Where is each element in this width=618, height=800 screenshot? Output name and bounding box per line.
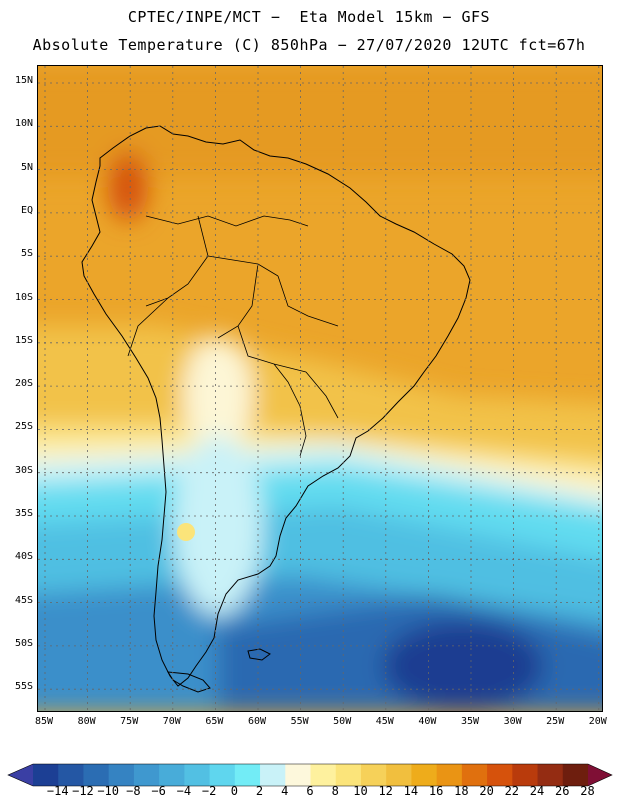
color-bar-label: −6	[151, 784, 166, 798]
color-bar-swatch	[487, 764, 513, 786]
lon-label: 65W	[205, 716, 224, 727]
color-bar-swatch	[512, 764, 539, 786]
color-bar-swatch	[159, 764, 185, 786]
color-bar-label: 4	[281, 784, 289, 798]
color-bar-swatch	[386, 764, 412, 786]
lat-label: 30S	[14, 464, 33, 476]
color-bar-swatch	[360, 764, 387, 786]
lat-label: 5S	[20, 248, 33, 260]
lon-label: 35W	[460, 716, 480, 727]
color-bar-swatch	[335, 764, 362, 786]
color-bar-swatch	[461, 764, 488, 786]
lon-label: 30W	[503, 716, 522, 727]
temperature-map	[37, 65, 603, 712]
lat-label: 55S	[14, 681, 33, 693]
lat-label: 25S	[14, 421, 33, 433]
lat-label: 35S	[14, 508, 33, 519]
lat-label: EQ	[20, 204, 33, 216]
color-bar-swatch	[83, 764, 110, 786]
color-bar-label: −2	[201, 784, 217, 798]
lat-label: 5N	[20, 161, 33, 173]
color-bar-label: 12	[378, 784, 393, 798]
lon-label: 25W	[546, 716, 565, 727]
lat-label: 10N	[14, 118, 33, 130]
cold-core	[383, 621, 543, 711]
color-bar-swatch	[33, 764, 59, 786]
lon-label: 45W	[375, 716, 394, 727]
color-bar-swatch	[562, 764, 589, 786]
color-bar	[7, 763, 613, 787]
color-bar-label: 22	[504, 784, 520, 798]
lat-label: 40S	[14, 551, 33, 563]
south-america-outline	[81, 125, 471, 687]
andes-cool	[173, 436, 263, 616]
lat-label: 45S	[14, 594, 33, 606]
color-bar-label: 8	[331, 784, 339, 798]
color-bar-label: 0	[230, 784, 238, 798]
chart-title-line-1: CPTEC/INPE/MCT − Eta Model 15km − GFS	[127, 8, 491, 26]
color-bar-label: 20	[479, 784, 494, 798]
andes-hot	[108, 151, 148, 221]
color-bar-label: 10	[353, 784, 368, 798]
color-bar-label: −10	[97, 784, 120, 798]
lat-lon-grid	[38, 66, 602, 711]
temperature-field	[38, 66, 602, 711]
color-bar-swatch	[234, 764, 261, 786]
color-bar-swatch	[133, 764, 160, 786]
color-bar-outline	[7, 763, 613, 787]
lon-label: 80W	[77, 716, 96, 727]
color-bar-label: 6	[306, 784, 314, 798]
lon-label: 50W	[333, 716, 352, 727]
color-bar-swatch	[260, 764, 286, 786]
color-bar-high-arrow	[588, 764, 612, 786]
lon-label: 20W	[588, 716, 607, 727]
color-bar-swatch	[285, 764, 311, 786]
color-bar-swatch	[436, 764, 463, 786]
color-bar-label: 24	[529, 784, 545, 798]
lat-label: 50S	[14, 637, 33, 649]
lat-label: 15S	[14, 334, 33, 346]
lon-label: 85W	[34, 716, 54, 727]
color-bar-label: −4	[176, 784, 192, 798]
color-bar-swatch	[411, 764, 438, 786]
color-bar-swatch	[108, 764, 135, 786]
color-bar-label: 26	[555, 784, 570, 798]
color-bar-label: 14	[403, 784, 419, 798]
map-canvas	[38, 66, 602, 711]
color-bar-label: 28	[580, 784, 595, 798]
color-bar-label: −14	[46, 784, 69, 798]
lat-label: 10S	[14, 291, 33, 303]
color-bar-label: 16	[428, 784, 444, 798]
color-bar-label: 18	[454, 784, 469, 798]
color-bar-label: −8	[126, 784, 141, 798]
lon-label: 75W	[120, 716, 139, 727]
color-bar-label: 2	[255, 784, 264, 798]
warm-plume	[183, 336, 253, 456]
lon-label: 60W	[247, 716, 267, 727]
color-bar-low-arrow	[8, 764, 33, 786]
color-bar-label: −12	[72, 784, 94, 798]
color-bar-swatch	[310, 764, 337, 786]
lon-label: 40W	[418, 716, 437, 727]
color-bar-swatch	[209, 764, 236, 786]
color-bar-swatch	[184, 764, 211, 786]
lat-label: 15N	[14, 75, 33, 86]
lon-label: 70W	[162, 716, 181, 727]
chart-title-line-2: Absolute Temperature (C) 850hPa − 27/07/…	[32, 36, 586, 54]
tierra-del-fuego	[167, 671, 211, 693]
color-bar-swatch	[537, 764, 564, 786]
warm-spot	[177, 523, 195, 541]
color-bar-swatch	[58, 764, 84, 786]
lon-label: 55W	[290, 716, 309, 727]
lat-label: 20S	[14, 378, 33, 390]
